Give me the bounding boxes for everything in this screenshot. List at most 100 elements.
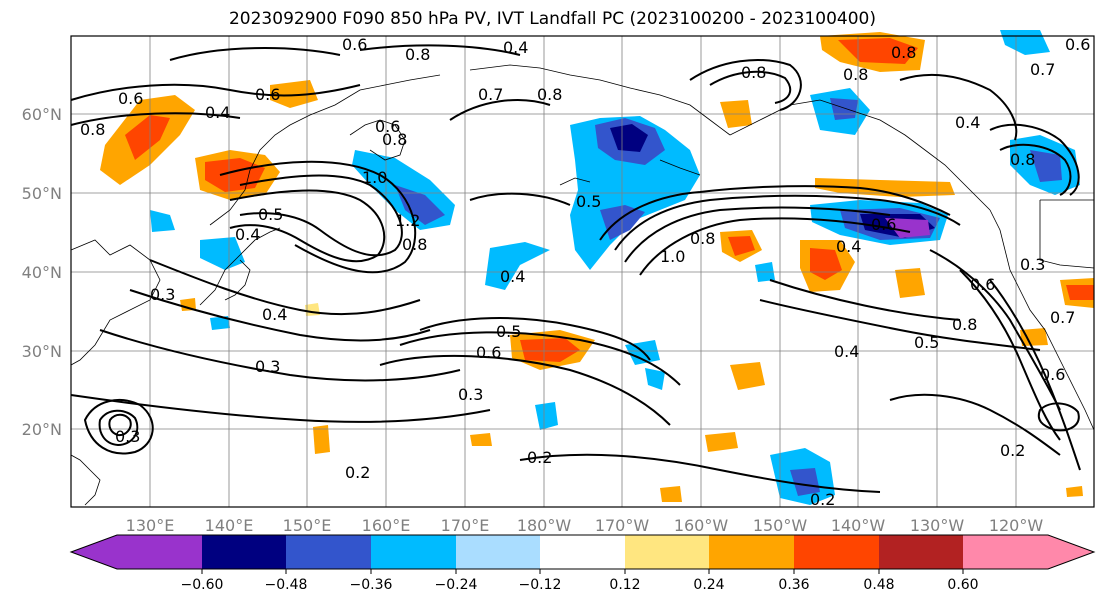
contour-label: 0.5: [914, 333, 939, 352]
contour-label: 0.8: [1010, 150, 1035, 169]
lat-label: 40°N: [22, 263, 62, 282]
contour-label: 0.6: [1040, 365, 1065, 384]
contour-label: 1.2: [395, 211, 420, 230]
lon-label: 150°E: [283, 516, 332, 535]
contour-label: 0.5: [496, 322, 521, 341]
contour-label: 0.7: [1030, 60, 1055, 79]
contour-label: 0.6: [970, 275, 995, 294]
contour-label: 0.3: [150, 285, 175, 304]
lon-label: 130°E: [126, 516, 175, 535]
contour-label: 0.8: [405, 45, 430, 64]
colorbar-segment: [286, 535, 371, 569]
colorbar-segment: [540, 535, 625, 569]
contour-label: 1.0: [660, 247, 685, 266]
contour-label: 0.4: [500, 267, 525, 286]
contour-label: 1.0: [362, 168, 387, 187]
contour-label: 0.6: [1065, 35, 1090, 54]
contour-label: 0.5: [258, 205, 283, 224]
colorbar-segment: [456, 535, 540, 569]
lon-label: 170°E: [441, 516, 490, 535]
lat-label: 50°N: [22, 184, 62, 203]
colorbar-segment: [879, 535, 963, 569]
colorbar-segment: [117, 535, 202, 569]
contour-label: 0.8: [537, 85, 562, 104]
colorbar-tick-label: 0.36: [778, 577, 809, 593]
contour-label: 0.6: [255, 85, 280, 104]
contour-label: 0.3: [1020, 255, 1045, 274]
contour-label: 0.8: [402, 235, 427, 254]
lat-label: 30°N: [22, 342, 62, 361]
contour-label: 0.4: [955, 113, 980, 132]
colorbar-segment: [963, 535, 1048, 569]
lon-label: 120°W: [989, 516, 1044, 535]
lon-label: 130°W: [910, 516, 965, 535]
colorbar-outline: [69, 534, 1096, 570]
colorbar-segment: [202, 535, 286, 569]
pv-contours: [70, 44, 1081, 493]
contour-label: 0.8: [952, 315, 977, 334]
contour-label: 0.4: [836, 237, 861, 256]
map-frame: [70, 35, 1095, 508]
colorbar-tick-label: −0.12: [519, 577, 562, 593]
contour-label: 0.8: [891, 43, 916, 62]
colorbar-tick-label: −0.36: [350, 577, 393, 593]
latitude-labels: 60°N 50°N 40°N 30°N 20°N: [22, 105, 62, 439]
contour-label: 0.2: [527, 448, 552, 467]
lat-label: 20°N: [22, 420, 62, 439]
colorbar-segment: [625, 535, 709, 569]
colorbar-segment: [794, 535, 879, 569]
contour-label: 0.6: [342, 35, 367, 54]
contour-label: 0.4: [834, 342, 859, 361]
contour-label: 0.8: [690, 229, 715, 248]
contour-label: 0.3: [458, 385, 483, 404]
lon-label: 160°W: [674, 516, 729, 535]
colorbar-tick-label: 0.12: [609, 577, 640, 593]
contour-label: 0.7: [1050, 308, 1075, 327]
lat-label: 60°N: [22, 105, 62, 124]
colorbar-segment: [371, 535, 456, 569]
contour-label: 0.5: [576, 192, 601, 211]
contour-label: 0.2: [345, 463, 370, 482]
colorbar-low-extend: [71, 535, 117, 569]
contour-label: 0.3: [255, 357, 280, 376]
lon-label: 170°W: [595, 516, 650, 535]
colorbar-tick-label: −0.24: [435, 577, 478, 593]
colorbar-tick-label: −0.60: [181, 577, 224, 593]
colorbar-tick-label: −0.48: [265, 577, 308, 593]
contour-label: 0.6: [118, 89, 143, 108]
contour-label: 0.6: [375, 117, 400, 136]
plot-title: 2023092900 F090 850 hPa PV, IVT Landfall…: [228, 9, 876, 29]
colorbar: −0.60 −0.48 −0.36 −0.24 −0.12 0.12 0.24 …: [69, 534, 1096, 593]
colorbar-tick-label: 0.48: [863, 577, 894, 593]
lon-label: 180°W: [517, 516, 572, 535]
lon-label: 160°E: [362, 516, 411, 535]
contour-label: 0.3: [115, 427, 140, 446]
lon-label: 140°E: [205, 516, 254, 535]
lon-label: 150°W: [753, 516, 808, 535]
contour-label: 0.8: [843, 65, 868, 84]
contour-label: 0.8: [80, 120, 105, 139]
contour-label: 0.4: [262, 305, 287, 324]
map-panel: 0.6 0.4 0.7 0.8 0.8 0.8 0.6 0.8 0.7 0.6 …: [70, 30, 1095, 509]
contour-label: 0.6: [476, 343, 501, 362]
colorbar-segment: [709, 535, 794, 569]
negative-anomaly-shading: [150, 30, 1080, 505]
colorbar-tick-label: 0.24: [693, 577, 724, 593]
contour-label: 0.8: [382, 130, 407, 149]
longitude-labels: 130°E 140°E 150°E 160°E 170°E 180°W 170°…: [126, 516, 1044, 535]
coastlines: [70, 64, 1095, 506]
contour-label: 0.8: [741, 63, 766, 82]
colorbar-tick-label: 0.60: [947, 577, 978, 593]
contour-label: 0.4: [503, 38, 528, 57]
contour-label: 0.7: [478, 85, 503, 104]
lon-label: 140°W: [831, 516, 886, 535]
contour-label: 0.4: [235, 225, 260, 244]
contour-label: 0.2: [810, 490, 835, 509]
contour-label: 0.6: [871, 215, 896, 234]
contour-label: 0.4: [205, 103, 230, 122]
contour-label: 0.2: [1000, 441, 1025, 460]
contour-labels: 0.6 0.4 0.7 0.8 0.8 0.8 0.6 0.8 0.7 0.6 …: [80, 35, 1090, 509]
colorbar-high-extend: [1048, 535, 1094, 569]
graticule: [71, 36, 1094, 507]
